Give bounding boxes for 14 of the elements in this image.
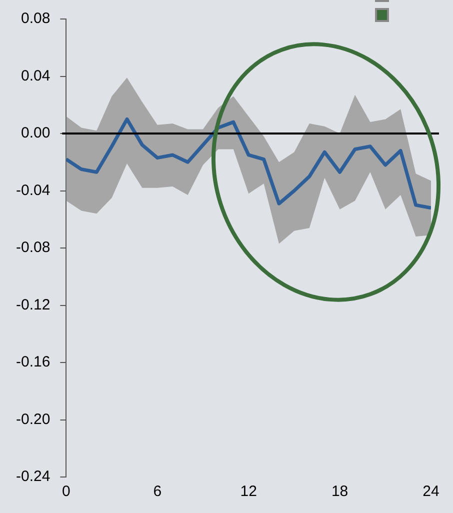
y-tick-label: -0.04	[16, 182, 50, 199]
y-tick-label: 0.00	[20, 124, 50, 142]
y-tick-label: -0.16	[16, 354, 50, 371]
x-tick-label: 18	[331, 483, 348, 500]
y-tick-label: -0.20	[16, 410, 50, 428]
x-tick-label: 0	[62, 483, 70, 500]
x-tick-label: 12	[240, 483, 257, 500]
y-tick-label: 0.08	[20, 10, 50, 28]
y-tick-label: -0.12	[16, 296, 50, 314]
y-tick-label: 0.04	[20, 67, 50, 84]
y-tick-label: -0.24	[16, 468, 50, 486]
y-tick-label: -0.08	[16, 239, 50, 256]
x-tick-label: 6	[153, 483, 162, 500]
x-tick-label: 24	[422, 483, 440, 500]
